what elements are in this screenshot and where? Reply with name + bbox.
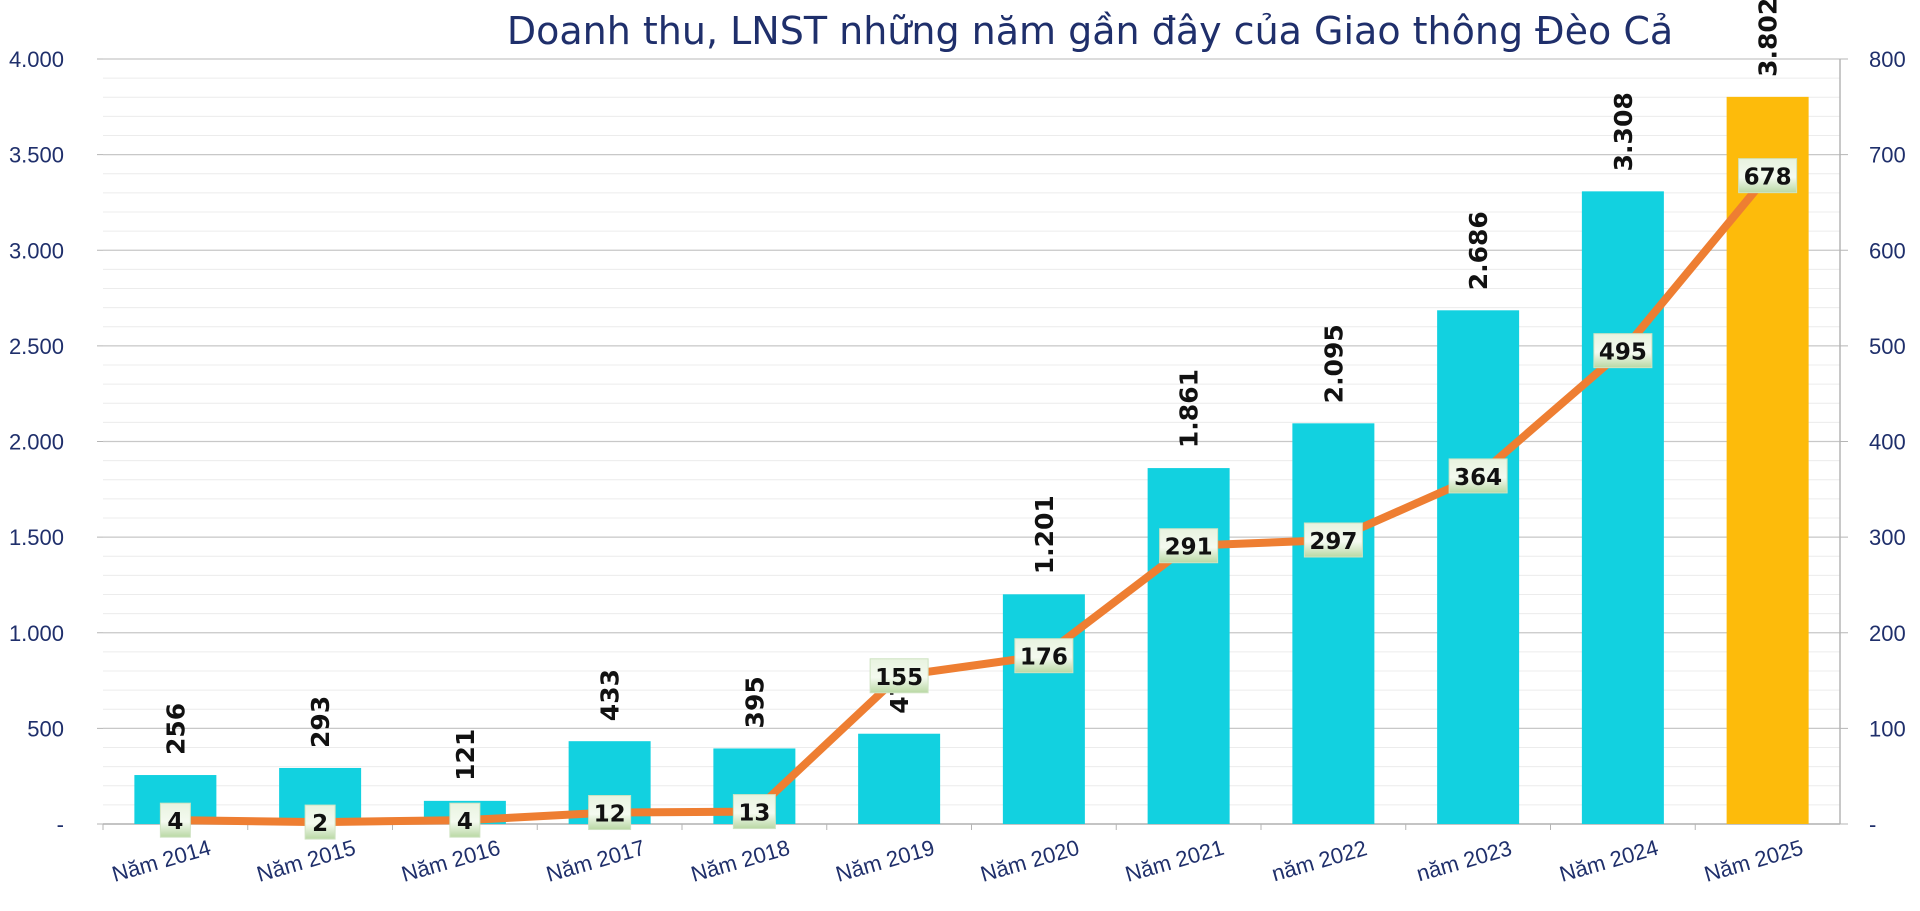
y-left-tick-label: - — [57, 812, 64, 837]
revenue-bar-label: 395 — [740, 676, 769, 728]
profit-point: 155 — [869, 658, 929, 694]
profit-point-label: 4 — [167, 809, 183, 835]
profit-point-label: 297 — [1309, 529, 1357, 555]
profit-point-label: 176 — [1020, 645, 1068, 671]
revenue-bar-label: 433 — [596, 669, 625, 721]
profit-line-path — [171, 171, 1772, 827]
profit-label-box — [869, 658, 929, 694]
x-category-label: Năm 2019 — [833, 835, 937, 887]
data-labels: 2562931214333954721.2011.8612.0952.6863.… — [159, 0, 1798, 840]
profit-point: 4 — [159, 802, 191, 838]
profit-label-box — [1593, 333, 1653, 369]
profit-label-box — [449, 802, 481, 838]
y-right-tick-label: 800 — [1869, 47, 1906, 72]
profit-point-label: 2 — [312, 811, 328, 837]
profit-label-box — [1014, 638, 1074, 674]
x-category-label: Năm 2021 — [1122, 835, 1226, 887]
profit-point-label: 678 — [1744, 165, 1792, 191]
profit-line — [171, 171, 1772, 827]
revenue-bar-label: 3.308 — [1609, 92, 1638, 171]
revenue-bar — [1147, 468, 1230, 824]
profit-point-label: 291 — [1165, 535, 1213, 561]
y-right-tick-label: 500 — [1869, 334, 1906, 359]
revenue-bar-label: 3.802 — [1754, 0, 1783, 77]
profit-point: 678 — [1738, 158, 1798, 194]
revenue-bar-label: 2.095 — [1319, 324, 1348, 403]
y-left-tick-label: 3.000 — [9, 238, 64, 263]
profit-point: 297 — [1303, 522, 1363, 558]
y-right-tick-label: 600 — [1869, 238, 1906, 263]
revenue-bars — [134, 96, 1809, 825]
revenue-bar-label: 293 — [306, 696, 335, 748]
profit-label-box — [588, 795, 632, 831]
revenue-bar — [1581, 191, 1664, 825]
y-left-tick-label: 3.500 — [9, 143, 64, 168]
profit-point-label: 364 — [1454, 465, 1502, 491]
y-right-tick-label: 200 — [1869, 621, 1906, 646]
x-category-label: Năm 2015 — [254, 835, 358, 887]
profit-point: 2 — [304, 804, 336, 840]
y-right-tick-label: - — [1869, 812, 1876, 837]
revenue-bar — [858, 733, 941, 824]
revenue-bar-label: 2.686 — [1464, 211, 1493, 290]
y-left-tick-label: 500 — [27, 716, 64, 741]
profit-label-box — [159, 802, 191, 838]
profit-point: 4 — [449, 802, 481, 838]
profit-point: 291 — [1159, 528, 1219, 564]
x-category-label: Năm 2014 — [109, 835, 213, 887]
profit-point: 176 — [1014, 638, 1074, 674]
revenue-bar-label: 121 — [451, 729, 480, 781]
profit-point: 495 — [1593, 333, 1653, 369]
x-category-label: Năm 2017 — [543, 835, 647, 887]
revenue-bar-label: 1.861 — [1175, 369, 1204, 448]
gridlines — [103, 58, 1840, 825]
profit-point: 12 — [588, 795, 632, 831]
revenue-bar — [1726, 96, 1809, 825]
x-category-label: Năm 2020 — [978, 835, 1082, 887]
y-right-tick-label: 400 — [1869, 430, 1906, 455]
revenue-bar — [1437, 310, 1520, 824]
y-left-tick-label: 1.500 — [9, 525, 64, 550]
profit-label-box — [304, 804, 336, 840]
profit-point-label: 12 — [594, 802, 626, 828]
profit-point: 364 — [1448, 458, 1508, 494]
y-left-tick-label: 2.500 — [9, 334, 64, 359]
profit-point: 13 — [732, 794, 776, 830]
y-right-tick-label: 700 — [1869, 143, 1906, 168]
x-category-label: Năm 2024 — [1557, 835, 1661, 887]
profit-label-box — [732, 794, 776, 830]
x-category-label: Năm 2025 — [1701, 835, 1805, 887]
y-left-tick-label: 1.000 — [9, 621, 64, 646]
y-left-tick-label: 4.000 — [9, 47, 64, 72]
profit-point-label: 4 — [457, 809, 473, 835]
profit-point-label: 13 — [738, 801, 770, 827]
profit-label-box — [1303, 522, 1363, 558]
profit-label-box — [1448, 458, 1508, 494]
x-category-label: Năm 2016 — [399, 835, 503, 887]
profit-label-box — [1159, 528, 1219, 564]
x-category-label: năm 2022 — [1269, 835, 1370, 886]
x-category-label: Năm 2018 — [688, 835, 792, 887]
chart-title: Doanh thu, LNST những năm gần đây của Gi… — [507, 9, 1673, 53]
revenue-bar — [1292, 423, 1375, 824]
profit-point-label: 495 — [1599, 340, 1647, 366]
y-right-tick-label: 300 — [1869, 525, 1906, 550]
revenue-bar — [1002, 594, 1085, 824]
x-category-label: năm 2023 — [1414, 835, 1515, 886]
profit-label-box — [1738, 158, 1798, 194]
revenue-bar-label: 256 — [161, 703, 190, 755]
y-left-tick-label: 2.000 — [9, 430, 64, 455]
y-right-tick-label: 100 — [1869, 716, 1906, 741]
profit-point-label: 155 — [875, 665, 923, 691]
revenue-bar-label: 1.201 — [1030, 495, 1059, 574]
